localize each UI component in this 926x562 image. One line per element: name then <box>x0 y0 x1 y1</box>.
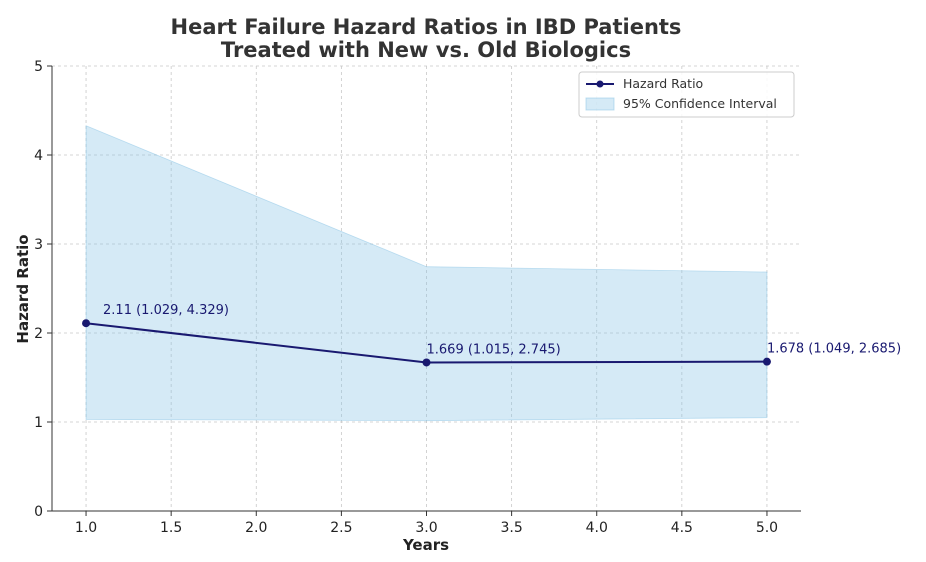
data-label: 1.669 (1.015, 2.745) <box>427 342 561 357</box>
y-axis-label: Hazard Ratio <box>14 234 32 343</box>
data-point <box>762 357 771 366</box>
y-tick-label: 2 <box>34 326 43 342</box>
chart-title-line-1: Heart Failure Hazard Ratios in IBD Patie… <box>171 15 682 39</box>
legend-marker-swatch <box>596 80 604 88</box>
x-tick-label: 5.0 <box>756 520 778 536</box>
legend-band-swatch <box>585 97 615 111</box>
y-tick-label: 1 <box>34 415 43 431</box>
confidence-band <box>85 125 768 422</box>
series-line-layer <box>82 319 771 367</box>
x-axis-label: Years <box>402 536 449 554</box>
x-tick-label: 3.5 <box>500 520 522 536</box>
x-tick-label: 1.0 <box>75 520 97 536</box>
legend-label-confidence-interval: 95% Confidence Interval <box>623 96 777 111</box>
x-tick-label: 2.5 <box>330 520 352 536</box>
data-labels: 2.11 (1.029, 4.329) 1.669 (1.015, 2.745) 1… <box>103 303 901 357</box>
x-tick-label: 1.5 <box>160 520 182 536</box>
data-label: 1.678 (1.049, 2.685) <box>767 342 901 357</box>
x-tick-label: 3.0 <box>415 520 437 536</box>
confidence-band-layer <box>85 125 768 422</box>
x-tick-label: 2.0 <box>245 520 267 536</box>
legend: Hazard Ratio 95% Confidence Interval <box>578 71 795 118</box>
y-tick-label: 4 <box>34 148 43 164</box>
x-tick-label: 4.0 <box>586 520 608 536</box>
data-point <box>82 319 91 328</box>
chart-title-line-2: Treated with New vs. Old Biologics <box>221 38 631 62</box>
legend-label-hazard-ratio: Hazard Ratio <box>623 76 703 91</box>
data-label: 2.11 (1.029, 4.329) <box>103 303 229 318</box>
y-tick-label: 3 <box>34 237 43 253</box>
x-tick-label: 4.5 <box>671 520 693 536</box>
y-tick-label: 0 <box>34 504 43 520</box>
axes: 1.0 1.5 2.0 2.5 3.0 3.5 4.0 4.5 5.0 0 1 2 3 4 5 <box>34 59 801 536</box>
legend-frame <box>578 71 795 118</box>
data-point <box>422 358 431 367</box>
y-tick-label: 5 <box>34 59 43 75</box>
